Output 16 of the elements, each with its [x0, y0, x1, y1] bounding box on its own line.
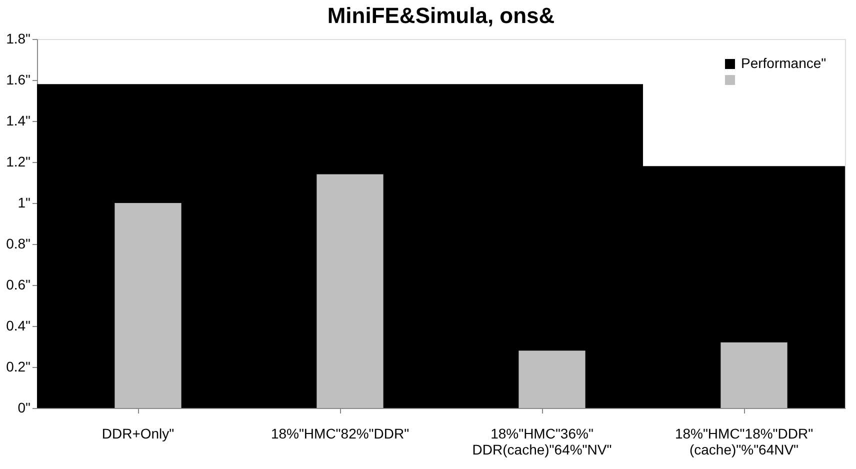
x-tick-label: DDR+Only" — [102, 426, 174, 442]
y-tick-label: 0" — [18, 400, 31, 416]
y-tick-label: 1.8" — [6, 30, 31, 46]
y-tick-label: 0.6" — [6, 276, 31, 292]
x-tick-label: 18%"HMC"36%" DDR(cache)"64%"NV" — [472, 426, 612, 458]
legend-label: Performance" — [741, 55, 826, 71]
y-tick-label: 0.4" — [6, 318, 31, 334]
y-tick-label: 1.2" — [6, 154, 31, 170]
y-tick-label: 0.2" — [6, 358, 31, 374]
x-tick-label: 18%"HMC"82%"DDR" — [270, 426, 410, 442]
y-tick-label: 0.8" — [6, 236, 31, 252]
y-tick-label: 1.4" — [6, 112, 31, 128]
chart-title: MiniFE&Simula, ons& — [327, 3, 555, 28]
y-tick-label: 1" — [18, 194, 31, 210]
x-tick-label: 18%"HMC"18%"DDR" (cache)"%"64NV" — [674, 426, 814, 458]
y-tick-label: 1.6" — [6, 72, 31, 88]
